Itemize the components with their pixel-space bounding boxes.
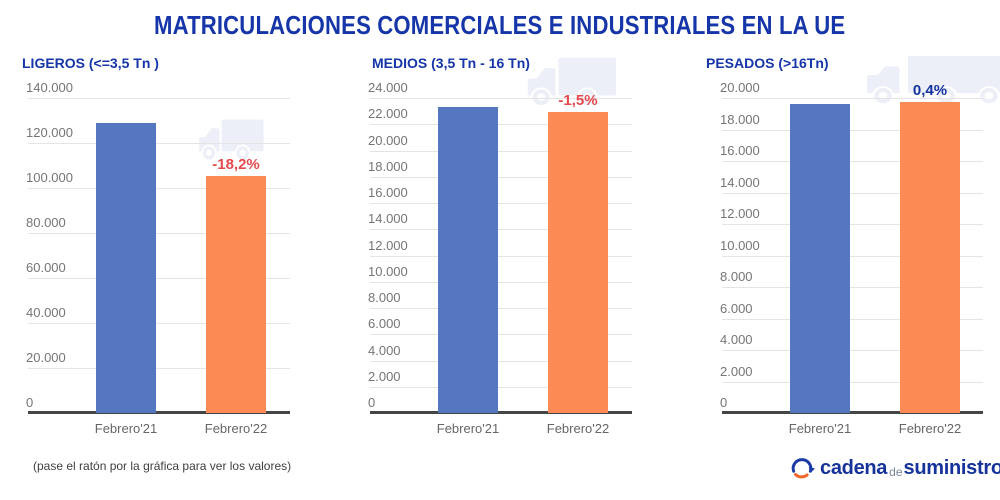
y-tick-label: 10.000 — [368, 263, 408, 279]
page-title: MATRICULACIONES COMERCIALES E INDUSTRIAL… — [0, 10, 1000, 41]
y-tick-label: 140.000 — [26, 80, 73, 95]
x-category-label: Febrero'21 — [788, 421, 852, 436]
gridline — [722, 350, 983, 351]
y-tick-label: 2.000 — [720, 363, 753, 379]
gridline — [28, 278, 290, 279]
x-axis-line — [28, 411, 290, 414]
y-tick-label: 12.000 — [720, 206, 760, 221]
y-tick-label: 20.000 — [368, 132, 408, 148]
y-tick-label: 20.000 — [720, 80, 760, 95]
chart-title-medios: MEDIOS (3,5 Tn - 16 Tn) — [372, 55, 530, 71]
gridline — [722, 98, 983, 99]
gridline — [370, 255, 632, 257]
change-percent-label: 0,4% — [912, 82, 948, 100]
chart-panel-ligeros: LIGEROS (<=3,5 Tn ) 140.000 120.000 100.00… — [20, 52, 320, 452]
y-tick-label: 20.000 — [26, 350, 66, 365]
y-tick-label: 24.000 — [368, 80, 408, 95]
logo-word-de: de — [889, 464, 903, 479]
bar-febrero-22[interactable] — [900, 102, 960, 413]
gridline — [28, 368, 290, 369]
y-tick-label: 80.000 — [26, 215, 66, 230]
y-tick-label: 12.000 — [368, 237, 408, 253]
gridline — [722, 192, 983, 194]
y-tick-label: 0 — [720, 395, 728, 410]
gridline — [370, 176, 632, 178]
page-title-text: MATRICULACIONES COMERCIALES E INDUSTRIAL… — [154, 10, 846, 40]
x-category-label: Febrero'21 — [94, 421, 158, 436]
gridline — [370, 308, 632, 309]
y-tick-label: 18.000 — [368, 158, 408, 174]
bar-febrero-22[interactable] — [548, 111, 608, 413]
y-tick-label: 60.000 — [26, 260, 66, 275]
gridline — [28, 188, 290, 189]
chart-panel-pesados: PESADOS (>16Tn) 20.000 18.000 16.000 14.000… — [690, 52, 1000, 452]
y-tick-label: 14.000 — [720, 174, 760, 190]
gridline — [370, 203, 632, 204]
gridline — [722, 318, 983, 320]
x-category-label: Febrero'22 — [204, 421, 268, 436]
y-tick-label: 2.000 — [368, 368, 401, 384]
truck-watermark-icon — [522, 56, 618, 108]
cadena-de-suministro-logo[interactable]: cadena de suministro — [789, 455, 1000, 481]
bar-febrero-21[interactable] — [790, 103, 850, 413]
y-tick-label: 100.000 — [26, 170, 73, 185]
y-tick-label: 0 — [26, 395, 34, 410]
gridline — [28, 323, 290, 324]
chart-plot-medios: 24.000 22.000 20.000 18.000 16.000 14.000 12.0… — [368, 57, 632, 436]
x-category-label: Febrero'22 — [546, 421, 610, 436]
y-tick-label: 120.000 — [26, 125, 73, 140]
y-tick-label: 14.000 — [368, 211, 408, 227]
chart-plot-ligeros: 140.000 120.000 100.000 80.000 60.000 40.000 2… — [26, 80, 290, 436]
gridline — [370, 334, 632, 336]
gridline — [722, 129, 983, 131]
y-tick-label: 6.000 — [720, 300, 753, 316]
gridline — [370, 229, 632, 231]
gridline — [722, 255, 983, 257]
chart-panel-medios: MEDIOS (3,5 Tn - 16 Tn) 24.000 22.000 20.0… — [345, 52, 660, 452]
y-tick-label: 6.000 — [368, 316, 401, 332]
hover-hint-text: (pase el ratón por la gráfica para ver l… — [33, 459, 292, 473]
gridline — [370, 124, 632, 126]
gridline — [370, 98, 632, 99]
bar-febrero-21[interactable] — [438, 107, 498, 413]
y-tick-label: 8.000 — [720, 269, 753, 284]
y-tick-label: 18.000 — [720, 111, 760, 127]
x-category-label: Febrero'22 — [898, 421, 962, 436]
y-tick-label: 40.000 — [26, 305, 66, 320]
x-category-label: Febrero'21 — [436, 421, 500, 436]
y-tick-label: 16.000 — [368, 185, 408, 200]
change-percent-label: -18,2% — [212, 155, 260, 173]
gridline — [28, 233, 290, 234]
y-tick-label: 8.000 — [368, 290, 401, 305]
gridline — [370, 281, 632, 283]
gridline — [722, 161, 983, 162]
gridline — [370, 360, 632, 362]
cycle-arrows-icon — [789, 455, 815, 481]
y-tick-label: 0 — [368, 395, 376, 410]
gridline — [28, 143, 290, 144]
logo-word-suministro: suministro — [903, 456, 1000, 479]
gridline — [28, 98, 290, 99]
y-tick-label: 4.000 — [720, 332, 753, 347]
logo-word-cadena: cadena — [820, 456, 888, 479]
y-tick-label: 4.000 — [368, 342, 401, 358]
gridline — [722, 287, 983, 288]
y-tick-label: 16.000 — [720, 143, 760, 158]
chart-plot-pesados: 20.000 18.000 16.000 14.000 12.000 10.000 8.00… — [720, 56, 1000, 436]
gridline — [722, 381, 983, 383]
gridline — [370, 386, 632, 388]
chart-title-ligeros: LIGEROS (<=3,5 Tn ) — [22, 55, 159, 71]
gridline — [722, 224, 983, 225]
y-tick-label: 22.000 — [368, 106, 408, 122]
x-axis-line — [370, 411, 632, 414]
change-percent-label: -1,5% — [558, 91, 598, 109]
gridline — [370, 150, 632, 152]
bar-febrero-22[interactable] — [206, 175, 266, 413]
bar-febrero-21[interactable] — [96, 122, 156, 413]
x-axis-line — [722, 411, 983, 414]
chart-title-pesados: PESADOS (>16Tn) — [706, 55, 829, 71]
y-tick-label: 10.000 — [720, 237, 760, 253]
